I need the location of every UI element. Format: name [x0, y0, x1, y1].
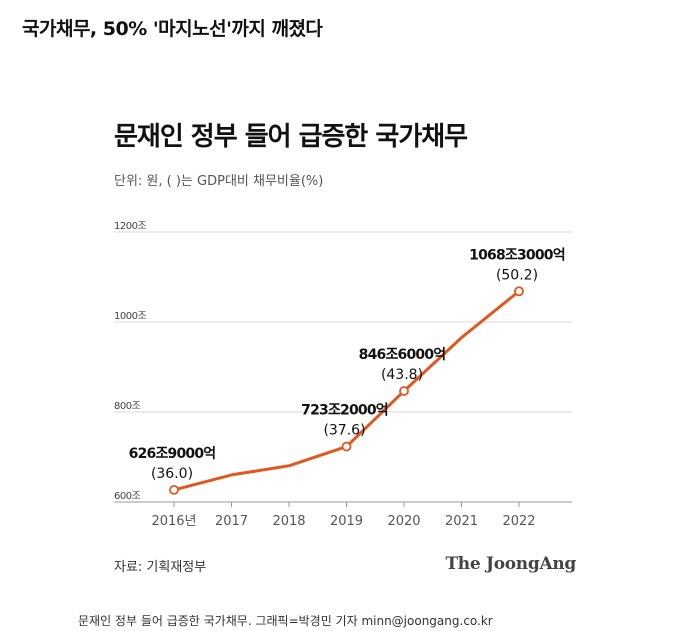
x-tick-label: 2017: [215, 514, 248, 529]
data-label-amount: 1068조3000억: [469, 247, 565, 263]
x-tick-label: 2021: [445, 514, 478, 529]
y-tick-label: 1200조: [114, 221, 146, 232]
data-point: [341, 441, 352, 452]
x-tick-label: 2019: [330, 514, 363, 529]
y-tick-label: 800조: [114, 401, 141, 412]
image-caption: 문재인 정부 들어 급증한 국가채무. 그래픽=박경민 기자 minn@joon…: [78, 614, 493, 628]
x-tick-label: 2022: [502, 514, 535, 529]
article-headline: 국가채무, 50% '마지노선'까지 깨졌다: [22, 18, 323, 40]
data-point: [399, 386, 409, 396]
data-label-ratio: (50.2): [496, 267, 538, 283]
data-label-amount: 723조2000억: [301, 403, 388, 419]
data-point: [514, 286, 524, 297]
y-tick-label: 1000조: [114, 311, 146, 322]
chart-figure: 문재인 정부 들어 급증한 국가채무 단위: 원, ( )는 GDP대비 채무비…: [86, 92, 598, 592]
data-label-amount: 626조9000억: [129, 446, 216, 462]
series-line: [172, 289, 521, 492]
chart-subtitle: 단위: 원, ( )는 GDP대비 채무비율(%): [114, 174, 324, 189]
data-label-ratio: (43.8): [381, 367, 423, 383]
data-label-ratio: (36.0): [151, 466, 193, 482]
line-chart: 600조 800조 1000조 1200조 2016년 2017 2018 2019 2020 2…: [114, 221, 572, 529]
x-tick-label: 2016년: [151, 514, 196, 529]
data-label-ratio: (37.6): [323, 423, 365, 439]
chart-title: 문재인 정부 들어 급증한 국가채무: [114, 122, 468, 152]
chart-source: 자료: 기획재정부: [114, 560, 207, 575]
x-tick-label: 2018: [272, 514, 305, 529]
data-label-amount: 846조6000억: [359, 347, 446, 363]
data-point: [169, 484, 179, 495]
y-tick-label: 600조: [114, 491, 141, 502]
brand-logo: The JoongAng: [445, 554, 576, 574]
x-tick-label: 2020: [387, 514, 420, 529]
